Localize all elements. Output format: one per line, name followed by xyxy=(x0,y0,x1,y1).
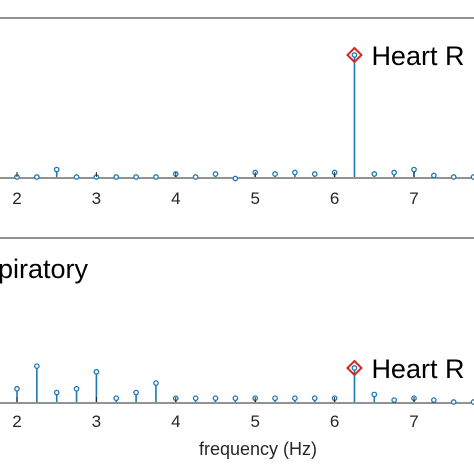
stem-mark xyxy=(450,399,457,405)
stem-marker xyxy=(192,174,199,180)
stem-marker xyxy=(153,380,159,386)
stem-mark xyxy=(232,395,239,402)
x-tick-label: 3 xyxy=(92,412,101,431)
stem-marker xyxy=(391,169,397,176)
stem-mark xyxy=(391,169,397,177)
annotation-label: Heart R xyxy=(371,354,464,384)
stem-mark xyxy=(33,174,40,180)
stem-mark xyxy=(430,397,437,403)
stem-marker xyxy=(133,389,139,396)
stem-marker xyxy=(430,397,437,403)
stem-marker xyxy=(371,391,378,398)
x-tick-label: 5 xyxy=(250,189,259,208)
stem-mark xyxy=(292,169,298,177)
stem-mark xyxy=(391,397,397,403)
stem-mark xyxy=(192,395,199,402)
stem-marker xyxy=(430,172,437,179)
annotation-label: Heart R xyxy=(371,41,464,71)
x-tick-label: 5 xyxy=(250,412,259,431)
stem-marker xyxy=(33,174,40,180)
stem-mark xyxy=(73,385,80,402)
x-tick-label: 3 xyxy=(92,189,101,208)
stem-mark xyxy=(311,171,318,177)
stem-mark xyxy=(272,171,278,177)
stem-mark xyxy=(192,174,199,180)
x-tick-label: 7 xyxy=(409,412,418,431)
annotation-diamond-marker xyxy=(346,46,363,64)
stem-mark xyxy=(430,172,437,179)
stem-marker xyxy=(33,363,40,369)
stem-mark xyxy=(272,395,278,402)
annotation-diamond-marker xyxy=(346,359,363,377)
stem-mark xyxy=(371,391,378,402)
stem-marker xyxy=(133,174,139,180)
stem-marker xyxy=(311,171,318,177)
stem-mark xyxy=(351,365,358,402)
x-tick-label: 4 xyxy=(171,189,180,208)
stem-mark xyxy=(232,175,239,182)
stem-mark xyxy=(351,52,358,177)
stem-mark xyxy=(212,395,219,402)
stem-marker xyxy=(450,174,457,180)
stem-marker xyxy=(450,399,457,405)
stem-mark xyxy=(153,380,159,402)
stem-marker xyxy=(232,175,239,182)
stem-mark xyxy=(311,395,318,402)
stem-marker xyxy=(153,174,159,180)
stem-mark xyxy=(113,174,120,180)
stem-mark xyxy=(133,389,139,402)
stem-mark xyxy=(113,395,120,402)
bottom-partial-title: piratory xyxy=(0,254,89,284)
stem-marker xyxy=(212,171,219,177)
stem-marker xyxy=(292,169,298,176)
x-tick-label: 7 xyxy=(409,189,418,208)
x-tick-label: 4 xyxy=(171,412,180,431)
stem-marker xyxy=(192,395,199,402)
stem-mark xyxy=(153,174,159,180)
top-panel: 2 3 4 5 6 7 Heart R xyxy=(0,17,474,208)
stem-marker xyxy=(113,174,120,180)
stem-marker xyxy=(232,395,239,402)
stem-mark xyxy=(371,171,378,177)
stem-mark xyxy=(292,395,298,402)
x-tick-label: 6 xyxy=(330,189,339,208)
stem-mark xyxy=(73,174,80,180)
stem-marker xyxy=(53,389,60,396)
stem-mark xyxy=(450,174,457,180)
stem-marker xyxy=(272,395,278,402)
stem-marker xyxy=(73,385,80,392)
stem-mark xyxy=(133,174,139,180)
stem-mark xyxy=(53,389,60,402)
x-axis-label: frequency (Hz) xyxy=(199,439,317,459)
stem-mark xyxy=(33,363,40,402)
stem-marker xyxy=(371,171,378,177)
stem-marker xyxy=(292,395,298,402)
stem-marker xyxy=(411,166,417,173)
x-tick-label: 2 xyxy=(12,412,21,431)
stem-marker xyxy=(391,397,397,403)
stem-marker xyxy=(73,174,80,180)
stem-marker xyxy=(113,395,120,402)
stem-marker xyxy=(53,166,60,173)
stem-marker xyxy=(351,52,358,58)
stem-marker xyxy=(14,385,20,392)
stem-marker xyxy=(93,368,100,375)
stem-mark xyxy=(93,368,100,402)
stem-marker xyxy=(272,171,278,177)
stem-mark xyxy=(212,171,219,177)
stem-marker xyxy=(351,365,358,371)
top-plot-frame xyxy=(0,17,474,179)
stem-marker xyxy=(212,395,219,402)
x-tick-label: 6 xyxy=(330,412,339,431)
stem-mark xyxy=(53,166,60,177)
bottom-panel: piratory 2 3 4 5 6 7 Heart R frequency (Hz) xyxy=(0,237,474,459)
stem-marker xyxy=(311,395,318,402)
x-tick-label: 2 xyxy=(12,189,21,208)
